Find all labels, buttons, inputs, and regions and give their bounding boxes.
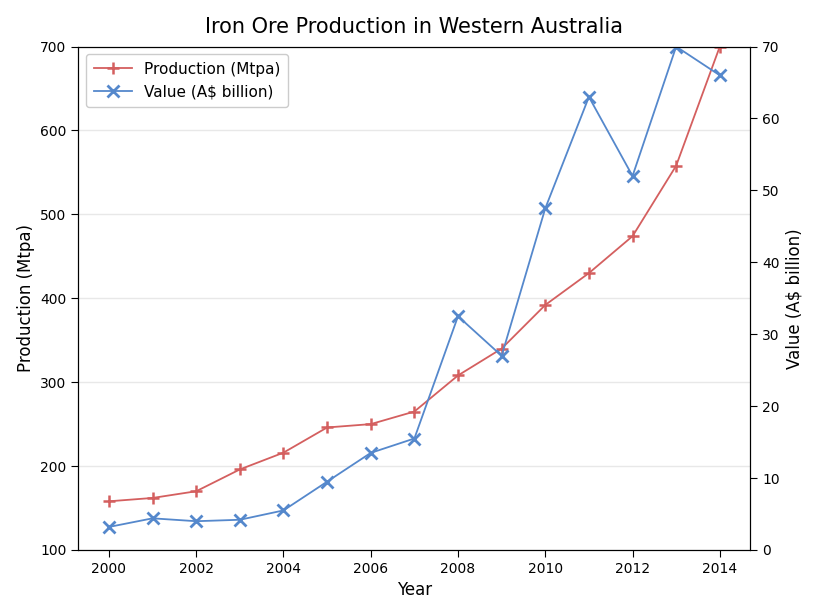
Value (A$ billion) bbox=[104, 523, 114, 530]
Title: Iron Ore Production in Western Australia: Iron Ore Production in Western Australia bbox=[205, 17, 622, 37]
Legend: Production (Mtpa), Value (A$ billion): Production (Mtpa), Value (A$ billion) bbox=[86, 54, 287, 107]
Value (A$ billion) bbox=[540, 205, 550, 212]
Value (A$ billion) bbox=[234, 516, 244, 524]
Production (Mtpa) bbox=[671, 162, 681, 169]
Production (Mtpa) bbox=[714, 43, 724, 51]
Line: Production (Mtpa): Production (Mtpa) bbox=[102, 40, 725, 508]
Production (Mtpa) bbox=[322, 424, 332, 431]
Value (A$ billion) bbox=[409, 435, 419, 442]
Production (Mtpa) bbox=[453, 372, 463, 379]
Value (A$ billion) bbox=[278, 507, 288, 514]
Production (Mtpa) bbox=[365, 421, 375, 428]
Production (Mtpa) bbox=[583, 269, 593, 277]
Production (Mtpa) bbox=[104, 498, 114, 505]
Value (A$ billion) bbox=[322, 478, 332, 485]
Value (A$ billion) bbox=[453, 312, 463, 320]
Value (A$ billion) bbox=[496, 352, 506, 360]
Value (A$ billion) bbox=[627, 172, 636, 180]
Value (A$ billion) bbox=[365, 449, 375, 456]
Production (Mtpa) bbox=[409, 408, 419, 415]
X-axis label: Year: Year bbox=[396, 582, 432, 599]
Production (Mtpa) bbox=[540, 301, 550, 309]
Value (A$ billion) bbox=[191, 517, 201, 525]
Value (A$ billion) bbox=[671, 43, 681, 51]
Production (Mtpa) bbox=[496, 345, 506, 352]
Production (Mtpa) bbox=[627, 232, 636, 240]
Line: Value (A$ billion): Value (A$ billion) bbox=[102, 40, 725, 533]
Production (Mtpa) bbox=[234, 466, 244, 473]
Value (A$ billion) bbox=[147, 514, 157, 522]
Production (Mtpa) bbox=[147, 494, 157, 501]
Value (A$ billion) bbox=[583, 93, 593, 100]
Y-axis label: Value (A$ billion): Value (A$ billion) bbox=[785, 228, 803, 368]
Value (A$ billion) bbox=[714, 71, 724, 79]
Y-axis label: Production (Mtpa): Production (Mtpa) bbox=[16, 224, 34, 372]
Production (Mtpa) bbox=[278, 449, 288, 456]
Production (Mtpa) bbox=[191, 487, 201, 495]
